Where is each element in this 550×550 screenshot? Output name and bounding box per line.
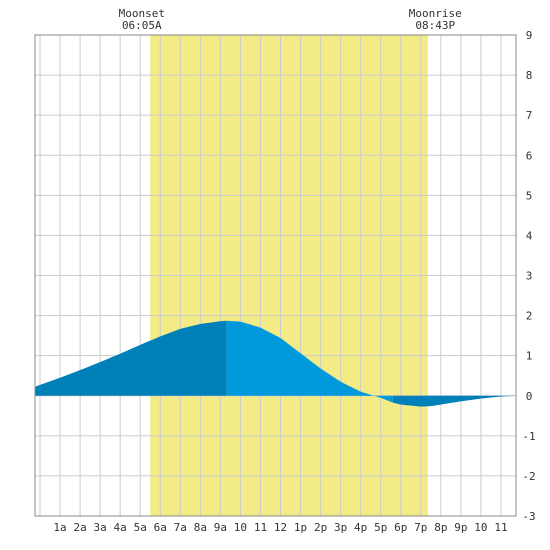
y-tick-label: -3 (522, 510, 535, 523)
x-tick-label: 7p (414, 521, 427, 534)
y-tick-label: 4 (526, 229, 533, 242)
x-tick-label: 8p (434, 521, 447, 534)
y-tick-label: 0 (526, 390, 533, 403)
y-tick-label: -1 (522, 430, 535, 443)
y-tick-label: 2 (526, 310, 533, 323)
x-tick-label: 5p (374, 521, 387, 534)
x-tick-label: 3a (94, 521, 107, 534)
y-tick-label: 6 (526, 149, 533, 162)
y-tick-label: 5 (526, 189, 533, 202)
y-tick-label: 7 (526, 109, 533, 122)
x-tick-label: 2p (314, 521, 327, 534)
y-tick-label: 3 (526, 270, 533, 283)
tide-segment-rising (35, 320, 227, 396)
x-tick-label: 4a (114, 521, 127, 534)
x-tick-label: 12 (274, 521, 287, 534)
x-tick-label: 10 (474, 521, 487, 534)
x-tick-labels: 1a 2a 3a 4a 5a 6a 7a 8a 9a 10 11 12 1p 2p 3p 4p 5p 6p 7p 8p… (53, 521, 507, 534)
tide-segment-rising-2 (392, 395, 516, 407)
x-tick-label: 6p (394, 521, 407, 534)
moonset-time: 06:05A (122, 19, 162, 32)
x-tick-label: 8a (194, 521, 207, 534)
y-tick-label: 1 (526, 350, 533, 363)
x-tick-label: 2a (73, 521, 86, 534)
y-tick-label: -2 (522, 470, 535, 483)
moonset-label: Moonset (119, 7, 165, 20)
tide-area (35, 320, 516, 407)
x-tick-label: 10 (234, 521, 247, 534)
y-tick-label: 9 (526, 29, 533, 42)
x-tick-label: 9a (214, 521, 227, 534)
x-tick-label: 6a (154, 521, 167, 534)
grid-lines (35, 34, 516, 517)
moonrise-time: 08:43P (415, 19, 455, 32)
tide-segment-falling (226, 320, 393, 403)
x-tick-label: 5a (134, 521, 147, 534)
moonrise-label: Moonrise (409, 7, 462, 20)
x-tick-label: 7a (174, 521, 187, 534)
y-tick-label: 8 (526, 69, 533, 82)
x-tick-label: 1p (294, 521, 307, 534)
x-tick-label: 11 (254, 521, 267, 534)
x-tick-label: 9p (454, 521, 467, 534)
x-tick-label: 1a (53, 521, 66, 534)
x-tick-label: 4p (354, 521, 367, 534)
plot-border (34, 34, 517, 517)
x-tick-label: 11 (494, 521, 507, 534)
x-tick-label: 3p (334, 521, 347, 534)
y-tick-labels: -3 -2 -1 0 1 2 3 4 5 6 7 8 9 (522, 29, 535, 523)
